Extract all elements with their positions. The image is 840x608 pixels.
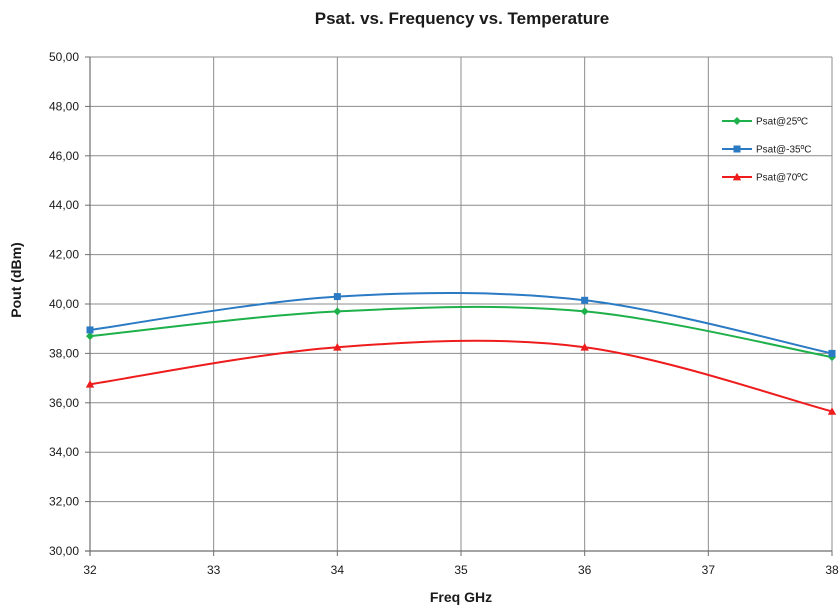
series-line-2 <box>89 339 833 413</box>
series-markers <box>85 293 837 415</box>
x-tick-label: 33 <box>207 563 221 577</box>
series-line-0 <box>89 305 833 359</box>
x-axis-label: Freq GHz <box>430 589 492 605</box>
legend-marker <box>732 172 742 181</box>
data-point-2 <box>85 380 95 388</box>
y-tick-label: 50,00 <box>49 50 79 64</box>
y-tick-label: 38,00 <box>49 346 79 360</box>
x-tick-label: 32 <box>83 563 97 577</box>
y-tick-label: 44,00 <box>49 198 79 212</box>
data-point-2 <box>580 343 589 351</box>
legend: Psat@25ºC Psat@-35ºC Psat@70ºC <box>722 117 812 184</box>
data-point-1 <box>86 326 94 334</box>
legend-marker <box>733 145 741 153</box>
data-point-1 <box>828 349 836 357</box>
series-lines <box>89 291 833 413</box>
y-tick-label: 40,00 <box>49 297 79 311</box>
data-point-2 <box>827 407 837 415</box>
legend-label: Psat@25ºC <box>756 117 808 128</box>
data-point-0 <box>333 307 342 316</box>
y-tick-label: 36,00 <box>49 396 79 410</box>
x-tick-label: 38 <box>825 563 839 577</box>
data-point-0 <box>580 307 589 316</box>
x-tick-label: 36 <box>578 563 592 577</box>
data-point-1 <box>581 296 589 304</box>
y-tick-label: 30,00 <box>49 544 79 558</box>
gridlines <box>89 56 833 552</box>
y-tick-label: 34,00 <box>49 445 79 459</box>
y-tick-label: 42,00 <box>49 248 79 262</box>
x-tick-label: 34 <box>331 563 345 577</box>
legend-label: Psat@70ºC <box>756 173 808 184</box>
x-tick-label: 35 <box>454 563 468 577</box>
legend-label: Psat@-35ºC <box>756 145 812 156</box>
plot-frame <box>85 56 833 556</box>
data-point-1 <box>333 293 341 301</box>
y-tick-label: 46,00 <box>49 149 79 163</box>
data-point-2 <box>333 343 342 351</box>
x-tick-label: 37 <box>702 563 716 577</box>
series-line-1 <box>89 291 833 355</box>
legend-marker <box>733 117 741 125</box>
chart-title: Psat. vs. Frequency vs. Temperature <box>315 9 609 28</box>
y-tick-label: 48,00 <box>49 99 79 113</box>
y-tick-labels: 30,00 32,00 34,00 36,00 38,00 40,00 42,00 44,00… <box>49 50 79 558</box>
x-tick-labels: 32 33 34 35 36 37 38 <box>83 563 839 577</box>
y-tick-label: 32,00 <box>49 495 79 509</box>
data-point-0 <box>86 332 94 341</box>
y-axis-label: Pout (dBm) <box>8 242 24 317</box>
